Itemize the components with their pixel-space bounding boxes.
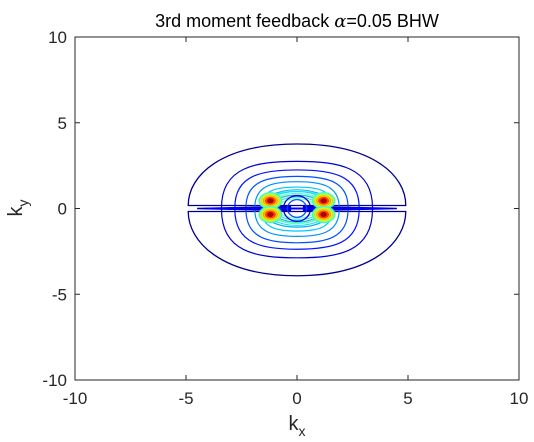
- hot-spot: [310, 205, 337, 224]
- y-tick-label: -10: [42, 371, 67, 390]
- hot-spot-contour: [317, 195, 331, 206]
- plot-area: [187, 143, 407, 277]
- contour-line-upper: [234, 169, 360, 208]
- x-tick-label: -5: [178, 389, 193, 408]
- hot-spot-contour: [319, 210, 329, 219]
- hot-spot-contour: [267, 212, 274, 217]
- axis-ticks: [74, 36, 520, 381]
- x-tick-label: 0: [292, 389, 301, 408]
- hot-spot-contour: [263, 209, 277, 220]
- outer-lobe-contour: [187, 143, 407, 207]
- hot-spot-contour: [267, 198, 274, 204]
- y-tick-label: 5: [58, 114, 67, 133]
- x-tick-label: 5: [403, 389, 412, 408]
- y-axis-label: ky: [5, 200, 31, 217]
- hot-spot-contour: [265, 210, 275, 219]
- contour-line-lower: [254, 209, 340, 237]
- contour-line-upper: [220, 160, 374, 208]
- chart-title: 3rd moment feedback α=0.05 BHW: [155, 11, 439, 32]
- y-tick-label: 10: [48, 28, 67, 47]
- x-tick-label: 10: [510, 389, 529, 408]
- contour-line-upper: [245, 175, 349, 208]
- center-contour-inner: [286, 199, 308, 218]
- hot-spot: [257, 205, 284, 224]
- hot-spot-contour: [320, 212, 327, 217]
- contour-line-lower: [220, 209, 374, 259]
- contour-line-lower: [234, 209, 360, 250]
- hot-spot: [257, 191, 284, 210]
- hot-spot-contour: [319, 197, 329, 205]
- x-tick-label: -10: [63, 389, 88, 408]
- contour-line-lower: [245, 209, 349, 244]
- hot-spot-contour: [263, 195, 277, 206]
- outer-lobe-contour: [187, 210, 407, 277]
- hot-spot-contour: [320, 198, 327, 204]
- hot-spot-contour: [258, 205, 282, 224]
- hot-spot-contour: [312, 205, 336, 224]
- hot-spot: [310, 191, 337, 210]
- hot-spot-contour: [315, 207, 333, 222]
- center-contour-outer: [282, 195, 312, 222]
- x-axis-label: kx: [289, 413, 306, 439]
- tick-labels: -10 -5 0 5 10 -10 -5 0 5 10: [42, 28, 528, 408]
- hot-spot-contour: [317, 209, 331, 220]
- hot-spot-contour: [265, 197, 275, 205]
- hot-spot-contour: [261, 207, 279, 222]
- contour-lines: [187, 143, 407, 277]
- y-tick-label: -5: [52, 285, 67, 304]
- y-tick-label: 0: [58, 200, 67, 219]
- contour-line-upper: [254, 181, 340, 208]
